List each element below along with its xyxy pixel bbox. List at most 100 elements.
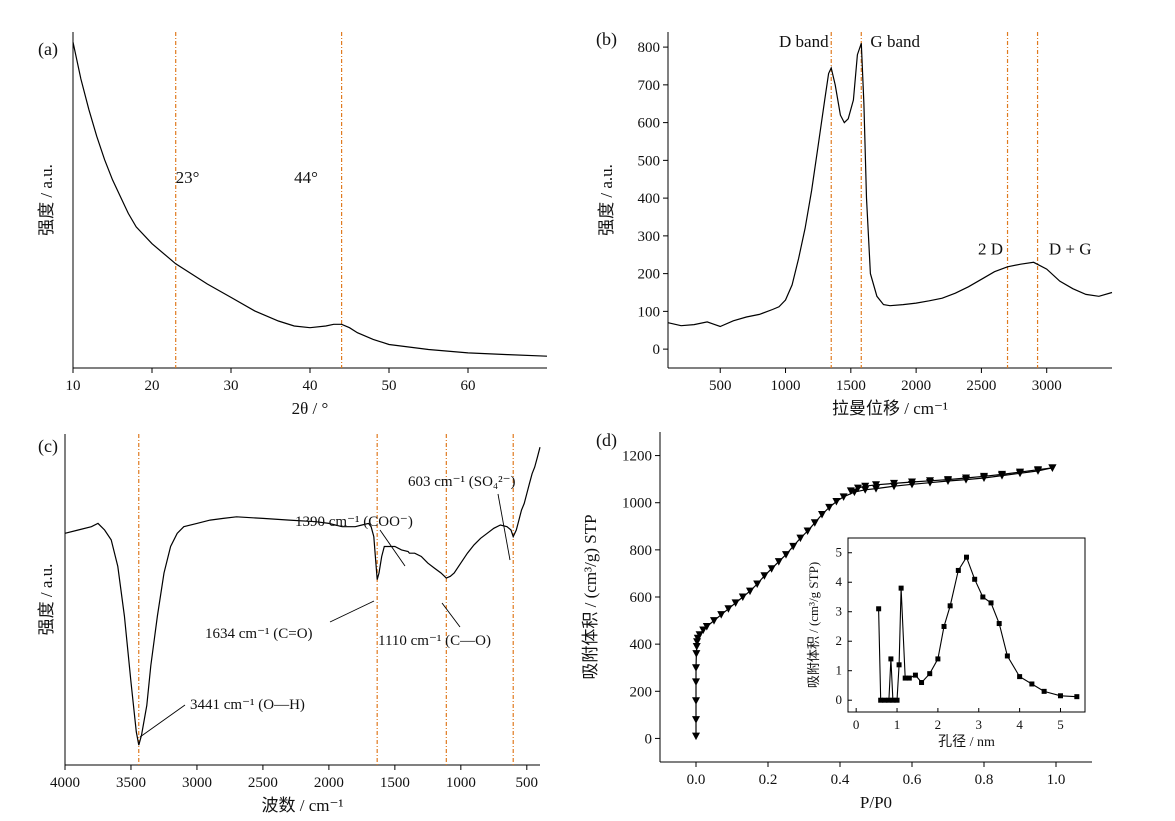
inset-data-point: [878, 697, 884, 703]
inset-data-point: [906, 675, 912, 681]
data-point: [692, 697, 700, 705]
series-line: [72, 41, 548, 357]
inset-data-point: [876, 606, 882, 612]
inset-y-tick-label: 4: [836, 574, 843, 589]
annotation-label: D + G: [1049, 240, 1092, 259]
data-point: [702, 622, 711, 631]
series-line: [667, 43, 1113, 328]
inset-data-point: [972, 576, 978, 582]
panel-d: (d) 0.0 0.2 0.4 0.6 0.8 1.0020040060080010001…: [581, 430, 1092, 812]
inset-data-point: [896, 662, 902, 668]
data-point: [789, 542, 798, 551]
x-tick-label: 2500: [248, 775, 278, 791]
annotation-leader: [139, 704, 186, 738]
x-tick-label: 20: [145, 378, 160, 394]
x-tick-label: 50: [382, 378, 397, 394]
inset-data-point: [886, 697, 892, 703]
series-line: [695, 467, 1053, 737]
inset-data-point: [935, 656, 941, 662]
data-point: [832, 498, 841, 506]
inset-data-point: [988, 600, 994, 606]
data-point: [753, 580, 762, 589]
x-tick-label: 60: [461, 378, 476, 394]
y-tick-label: 0: [645, 731, 653, 747]
data-point: [825, 503, 834, 512]
data-point: [861, 482, 870, 491]
panel-d-label: (d): [596, 430, 617, 451]
data-point: [782, 551, 790, 559]
y-tick-label: 500: [638, 153, 661, 169]
x-tick-label: 1000: [446, 775, 476, 791]
y-tick-label: 800: [630, 543, 653, 559]
x-tick-label: 3500: [116, 775, 146, 791]
x-axis-label: 拉曼位移 / cm⁻¹: [832, 399, 948, 418]
data-point: [872, 481, 880, 489]
inset-data-point: [980, 594, 986, 600]
data-point: [738, 593, 747, 601]
inset-data-point: [882, 697, 888, 703]
x-axis-label: 2θ / °: [292, 399, 329, 418]
x-axis-label: P/P0: [860, 793, 892, 812]
annotation-label: 603 cm⁻¹ (SO₄²⁻): [408, 474, 516, 490]
data-point: [998, 470, 1006, 479]
series-line: [64, 447, 541, 746]
annotation-label: G band: [870, 32, 920, 51]
data-point: [803, 527, 812, 535]
inset-x-axis-label: 孔径 / nm: [938, 734, 995, 750]
data-point: [854, 484, 862, 493]
x-tick-label: 1.0: [1047, 772, 1066, 788]
inset-data-point: [898, 585, 904, 591]
y-axis-label: 强度 / a.u.: [37, 164, 56, 236]
y-tick-label: 600: [638, 116, 661, 132]
x-tick-label: 3000: [182, 775, 212, 791]
inset-data-point: [927, 671, 933, 677]
data-point: [1048, 464, 1057, 472]
data-point: [692, 732, 700, 741]
x-tick-label: 10: [66, 378, 81, 394]
data-point: [692, 643, 701, 651]
data-point: [767, 565, 776, 573]
panel-c: (c) 4000 3500 3000 2500 2000 1500 1000 500 波数 / …: [37, 434, 541, 815]
inset-data-point: [996, 621, 1002, 627]
inset-y-tick-label: 1: [836, 663, 843, 678]
inset-data-point: [1004, 653, 1010, 659]
inset-data-point: [1057, 693, 1063, 699]
inset-y-tick-label: 3: [836, 604, 843, 619]
data-point: [695, 631, 704, 639]
inset-data-point: [1017, 674, 1023, 680]
x-tick-label: 0.8: [975, 772, 994, 788]
panel-b: (b) 500 1000 1500 2000 2500 3000 0 100 200 300 400…: [596, 29, 1113, 418]
data-point: [1016, 468, 1024, 477]
inset-frame: [847, 537, 1086, 713]
annotation-leader: [329, 600, 375, 623]
annotation-label: 2 D: [978, 240, 1003, 259]
data-point: [890, 479, 898, 488]
data-point: [717, 611, 726, 619]
data-point: [872, 485, 880, 493]
y-tick-label: 800: [638, 40, 661, 56]
inset-data-point: [947, 603, 953, 609]
inset-data-point: [955, 567, 961, 573]
data-point: [692, 650, 701, 658]
inset-y-tick-label: 5: [836, 545, 843, 560]
data-point: [962, 474, 970, 482]
annotation-leader: [497, 493, 511, 561]
x-tick-label: 40: [303, 378, 318, 394]
x-tick-label: 0.2: [759, 772, 778, 788]
inset-y-tick-label: 0: [836, 692, 843, 707]
data-point: [746, 587, 754, 596]
panel-c-label: (c): [38, 436, 58, 457]
data-point: [846, 487, 855, 495]
panel-b-label: (b): [596, 29, 617, 50]
y-tick-label: 200: [638, 267, 661, 283]
inset-data-point: [888, 656, 894, 662]
annotation-label: D band: [779, 32, 829, 51]
data-point: [724, 605, 733, 613]
y-axis-label: 强度 / a.u.: [597, 164, 616, 236]
y-axis-label: 吸附体积 / (cm³/g) STP: [581, 514, 600, 679]
data-point: [980, 472, 988, 481]
data-point: [692, 716, 700, 724]
x-tick-label: 2000: [314, 775, 344, 791]
annotation-label: 44°: [294, 168, 318, 187]
x-tick-label: 4000: [50, 775, 80, 791]
